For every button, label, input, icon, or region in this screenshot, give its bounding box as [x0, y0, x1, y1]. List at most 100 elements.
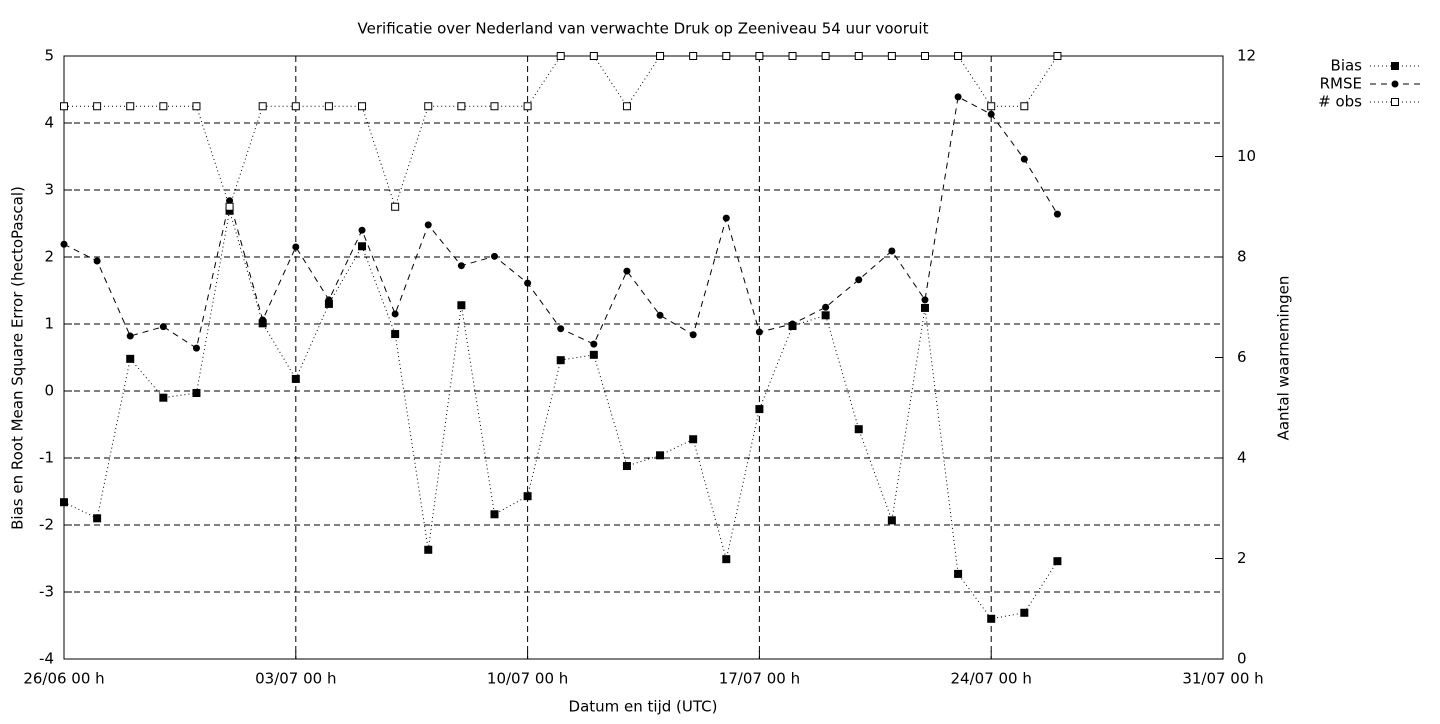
x-tick-label: 24/07 00 h — [951, 670, 1032, 688]
point — [1020, 102, 1029, 111]
point — [987, 614, 996, 623]
point — [391, 330, 400, 339]
point — [324, 102, 333, 111]
point — [93, 257, 101, 265]
point — [192, 344, 200, 352]
point — [722, 52, 731, 60]
x-tick-label: 03/07 00 h — [255, 670, 336, 688]
point — [358, 226, 366, 234]
point — [689, 331, 697, 339]
point — [523, 492, 532, 501]
y-tick-label: 2 — [44, 248, 54, 266]
point — [60, 102, 68, 111]
point — [887, 52, 896, 60]
point — [887, 516, 896, 525]
point — [722, 214, 730, 222]
x-tick-label: 10/07 00 h — [487, 670, 568, 688]
y2-axis-label: Aantal waarnemingen — [1275, 276, 1293, 441]
point — [556, 356, 565, 365]
legend-marker — [1391, 80, 1399, 88]
point — [622, 102, 631, 111]
point — [556, 52, 565, 60]
point — [821, 52, 830, 60]
point — [524, 279, 532, 287]
series-line — [63, 210, 1058, 620]
point — [424, 102, 433, 111]
point — [291, 374, 300, 383]
point — [292, 243, 300, 251]
point — [159, 102, 168, 111]
point — [755, 405, 764, 414]
y2-tick-label: 4 — [1237, 449, 1247, 467]
point — [954, 569, 963, 578]
point — [424, 221, 432, 229]
point — [954, 93, 962, 101]
plot-frame — [63, 55, 1224, 660]
point — [656, 451, 665, 460]
point — [358, 102, 367, 111]
y-tick-label: -1 — [39, 449, 54, 467]
point — [457, 262, 465, 270]
point — [689, 435, 698, 444]
point — [920, 303, 929, 312]
legend-label: RMSE — [1320, 75, 1362, 93]
point — [1020, 155, 1028, 163]
point — [888, 247, 896, 255]
legend-marker — [1391, 98, 1399, 106]
point — [854, 52, 863, 60]
point — [1020, 608, 1029, 617]
point — [457, 301, 466, 310]
y-tick-label: -3 — [39, 583, 54, 601]
point — [159, 323, 167, 331]
point — [855, 276, 863, 284]
point — [1053, 557, 1062, 566]
x-tick-label: 31/07 00 h — [1182, 670, 1263, 688]
point — [192, 102, 201, 111]
series-line — [64, 55, 1058, 209]
point — [225, 202, 234, 211]
y2-tick-label: 0 — [1237, 650, 1247, 668]
point — [689, 52, 698, 60]
point — [358, 242, 367, 251]
point — [60, 498, 68, 507]
y-tick-label: 1 — [44, 315, 54, 333]
point — [325, 296, 333, 304]
point — [788, 52, 797, 60]
point — [821, 311, 830, 320]
y-tick-label: 4 — [44, 114, 54, 132]
point — [457, 102, 466, 111]
y2-tick-label: 8 — [1237, 248, 1247, 266]
point — [622, 462, 631, 471]
x-tick-label: 17/07 00 h — [719, 670, 800, 688]
point — [159, 393, 168, 402]
point — [589, 52, 598, 60]
point — [789, 320, 797, 328]
chart-title: Verificatie over Nederland van verwachte… — [358, 20, 929, 38]
y2-tick-label: 6 — [1237, 348, 1247, 366]
point — [126, 102, 135, 111]
point — [722, 555, 731, 564]
point — [557, 325, 565, 333]
y2-tick-label: 10 — [1237, 147, 1256, 165]
point — [589, 350, 598, 359]
point — [920, 52, 929, 60]
point — [291, 102, 300, 111]
point — [192, 389, 201, 398]
point — [1053, 210, 1061, 218]
point — [391, 202, 400, 211]
point — [391, 310, 399, 318]
legend-marker — [1391, 62, 1399, 70]
point — [490, 510, 499, 519]
point — [424, 545, 433, 554]
point — [755, 328, 763, 336]
legend-label: Bias — [1331, 57, 1363, 75]
y-tick-label: 5 — [44, 47, 54, 65]
point — [987, 110, 995, 118]
y-tick-label: 0 — [44, 382, 54, 400]
point — [490, 102, 499, 111]
y-tick-label: -2 — [39, 516, 54, 534]
point — [656, 52, 665, 60]
point — [755, 52, 764, 60]
point — [93, 102, 102, 111]
y-tick-label: -4 — [39, 650, 54, 668]
